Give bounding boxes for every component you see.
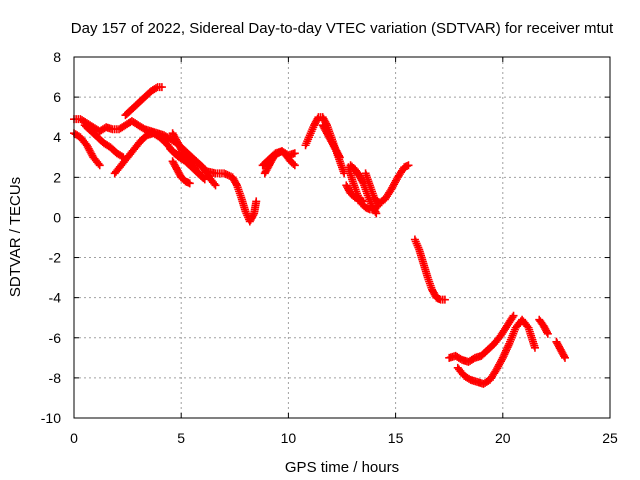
data-point (504, 341, 513, 350)
data-point (198, 173, 207, 182)
data-point (502, 346, 511, 355)
data-point (249, 211, 258, 220)
grid-lines (74, 57, 610, 418)
y-tick-label: -4 (49, 290, 62, 306)
series-arc-9 (202, 167, 261, 226)
series-arc-13 (318, 121, 344, 162)
y-tick-label: -10 (41, 410, 61, 426)
y-tick-label: 2 (53, 169, 61, 185)
data-point (542, 328, 551, 337)
data-point (290, 161, 299, 170)
series-arc-19 (445, 311, 518, 366)
data-point (232, 179, 241, 188)
plot-frame (73, 56, 611, 419)
data-point (197, 171, 206, 180)
y-tick-label: 4 (53, 129, 61, 145)
data-series (70, 83, 569, 388)
data-point (560, 353, 569, 362)
data-point (117, 152, 126, 161)
data-point (359, 197, 368, 206)
x-tick-label: 5 (177, 430, 185, 446)
y-axis-label: SDTVAR / TECUs (7, 177, 24, 297)
data-point (95, 161, 104, 170)
data-point (499, 352, 508, 361)
data-point (530, 343, 539, 352)
chart-title: Day 157 of 2022, Sidereal Day-to-day VTE… (71, 20, 614, 37)
data-point (560, 352, 569, 361)
x-tick-label: 20 (495, 430, 511, 446)
data-point (94, 159, 103, 168)
data-point (252, 197, 261, 206)
x-tick-label: 25 (602, 430, 618, 446)
data-point (371, 207, 380, 216)
series-arc-8 (168, 157, 194, 188)
y-tick-label: 6 (53, 89, 61, 105)
series-arc-22 (552, 337, 569, 362)
data-point (335, 153, 344, 162)
data-point (157, 83, 166, 92)
y-tick-label: -8 (49, 370, 62, 386)
y-tick-label: -2 (49, 250, 62, 266)
data-point (334, 151, 343, 160)
data-point (543, 329, 552, 338)
series-arc-15 (342, 181, 368, 206)
data-point (185, 179, 194, 188)
series-arc-7 (166, 145, 209, 174)
x-tick-label: 10 (281, 430, 297, 446)
series-arc-2 (70, 129, 104, 170)
data-point (210, 179, 219, 188)
x-axis-ticks: 0 5 10 15 20 25 (70, 57, 618, 446)
series-arc-18 (410, 235, 449, 304)
series-arc-16 (346, 161, 381, 218)
y-tick-label: -6 (49, 330, 62, 346)
x-axis-label: GPS time / hours (285, 459, 399, 476)
data-point (502, 345, 511, 354)
series-arc-12 (301, 113, 349, 178)
data-point (290, 149, 299, 158)
series-arc-21 (535, 315, 552, 338)
data-point (503, 343, 512, 352)
y-tick-label: 0 (53, 209, 61, 225)
x-tick-label: 0 (70, 430, 78, 446)
data-point (509, 311, 518, 320)
data-point (372, 209, 381, 218)
data-point (404, 161, 413, 170)
data-point (498, 353, 507, 362)
series-arc-11 (260, 147, 299, 178)
data-point (211, 181, 220, 190)
x-tick-label: 15 (388, 430, 404, 446)
series-arc-17 (361, 161, 413, 208)
data-point (500, 350, 509, 359)
series-arc-3 (80, 121, 128, 162)
data-point (440, 295, 449, 304)
data-point (501, 348, 510, 357)
y-tick-label: 8 (53, 49, 61, 65)
data-point (289, 159, 298, 168)
series-arc-5 (121, 83, 166, 120)
data-point (497, 355, 506, 364)
series-arc-20 (453, 315, 539, 388)
y-axis-ticks: 8 6 4 2 0 -2 -4 -6 -8 -10 (41, 49, 610, 426)
data-point (152, 84, 161, 93)
data-point (508, 313, 517, 322)
